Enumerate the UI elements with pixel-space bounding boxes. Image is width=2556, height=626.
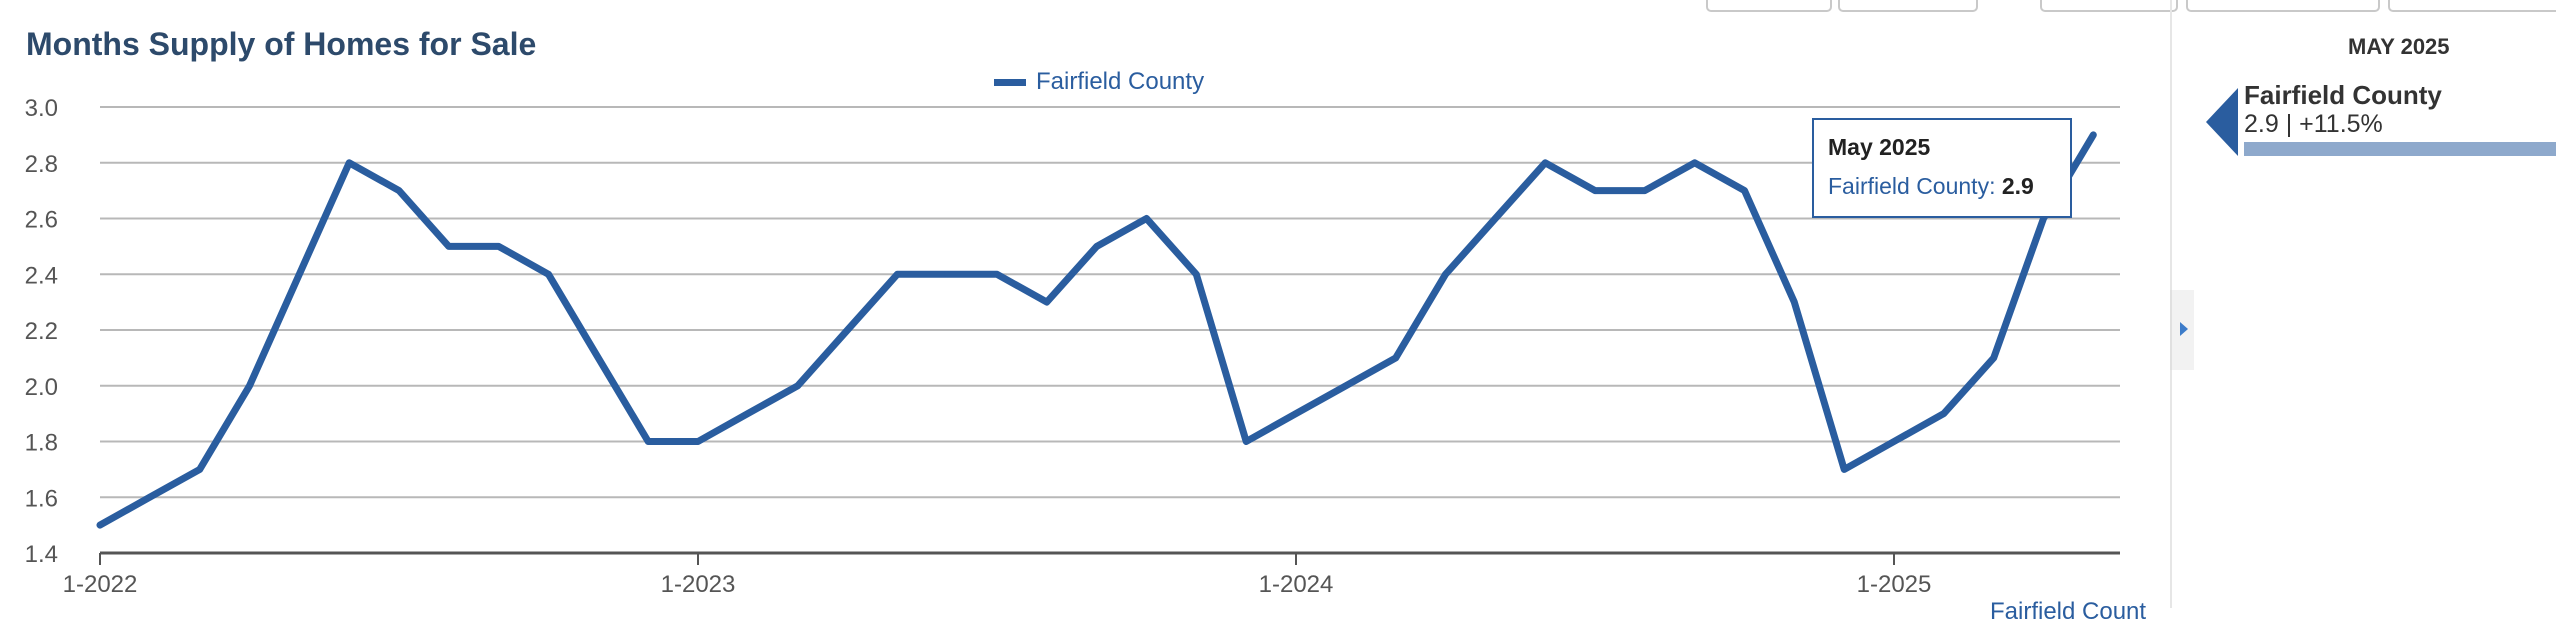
toolbar-button-1[interactable]	[1706, 0, 1832, 12]
y-tick-label: 2.8	[25, 151, 58, 178]
legend-swatch	[994, 78, 1026, 86]
data-point	[1143, 215, 1150, 222]
tooltip-series-label: Fairfield County:	[1828, 173, 1996, 199]
data-point	[246, 382, 253, 389]
data-point	[695, 438, 701, 445]
panel-series-value: 2.9 | +11.5%	[2244, 110, 2383, 138]
panel-collapse-handle[interactable]	[2170, 290, 2194, 370]
data-point	[445, 243, 452, 250]
data-point	[1043, 299, 1050, 306]
data-point	[545, 271, 552, 278]
legend-label: Fairfield County	[1036, 68, 1205, 95]
data-point	[1392, 354, 1399, 361]
data-point	[595, 354, 602, 361]
y-tick-label: 1.6	[25, 485, 58, 512]
data-point	[1741, 187, 1748, 194]
data-point	[894, 271, 901, 278]
y-tick-label: 3.0	[25, 95, 58, 122]
panel-pointer-arrow-icon	[2206, 88, 2238, 156]
y-tick-label: 1.8	[25, 430, 58, 457]
data-point	[794, 382, 801, 389]
data-point	[396, 187, 402, 194]
tooltip-title: May 2025	[1828, 134, 1931, 160]
y-tick-label: 2.6	[25, 207, 58, 234]
data-point	[1243, 438, 1250, 445]
tooltip-value: 2.9	[2001, 173, 2034, 199]
data-point	[844, 327, 851, 333]
data-point	[1293, 410, 1299, 417]
footer-series-label[interactable]: Fairfield Count	[1990, 598, 2147, 625]
data-point	[97, 522, 103, 529]
data-point	[146, 494, 153, 501]
data-point	[645, 438, 652, 445]
period-select[interactable]	[2388, 0, 2556, 12]
chart-title: Months Supply of Homes for Sale	[26, 26, 537, 62]
data-point	[1990, 354, 1997, 361]
panel-date: MAY 2025	[2348, 34, 2450, 59]
data-point	[1641, 187, 1648, 194]
panel-series-name[interactable]: Fairfield County	[2244, 80, 2442, 110]
panel-value-bar	[2244, 142, 2556, 156]
data-point	[1542, 159, 1549, 166]
data-point	[495, 243, 502, 250]
data-point	[994, 271, 1000, 278]
y-tick-label: 2.0	[25, 374, 58, 401]
data-point	[1791, 299, 1798, 306]
data-point	[196, 466, 203, 473]
data-point	[346, 159, 353, 166]
data-point	[1940, 410, 1947, 417]
data-point	[1492, 215, 1499, 222]
time-range-select[interactable]	[2186, 0, 2380, 12]
data-point	[1442, 271, 1449, 278]
toolbar-button-2[interactable]	[1838, 0, 1978, 12]
data-point	[1093, 243, 1100, 250]
y-tick-label: 2.2	[25, 318, 58, 345]
y-tick-label: 1.4	[25, 541, 58, 568]
x-tick-label: 1-2022	[63, 571, 138, 598]
legend[interactable]: Fairfield County	[994, 68, 1204, 96]
data-point	[744, 410, 751, 417]
x-tick-label: 1-2025	[1857, 571, 1932, 598]
x-tick-label: 1-2023	[661, 571, 736, 598]
data-point	[2090, 131, 2097, 138]
chart-type-select[interactable]	[2040, 0, 2178, 12]
x-tick-label: 1-2024	[1259, 571, 1334, 598]
y-tick-label: 2.4	[25, 262, 58, 289]
data-point	[1691, 159, 1698, 166]
data-point	[1891, 438, 1897, 445]
data-point	[1592, 187, 1598, 194]
data-point	[1841, 466, 1848, 473]
data-point	[296, 271, 303, 278]
data-point	[1193, 271, 1200, 278]
tooltip-row: Fairfield County: 2.9	[1828, 173, 2056, 200]
data-point	[1342, 382, 1349, 389]
line-chart[interactable]: 1.4 1.6 1.8 2.0 2.2 2.4 2.6 2.8 3.0 1-2022 1-2023 1…	[0, 0, 2170, 608]
hover-tooltip: May 2025 Fairfield County: 2.9	[1812, 118, 2072, 218]
data-point	[944, 271, 951, 278]
